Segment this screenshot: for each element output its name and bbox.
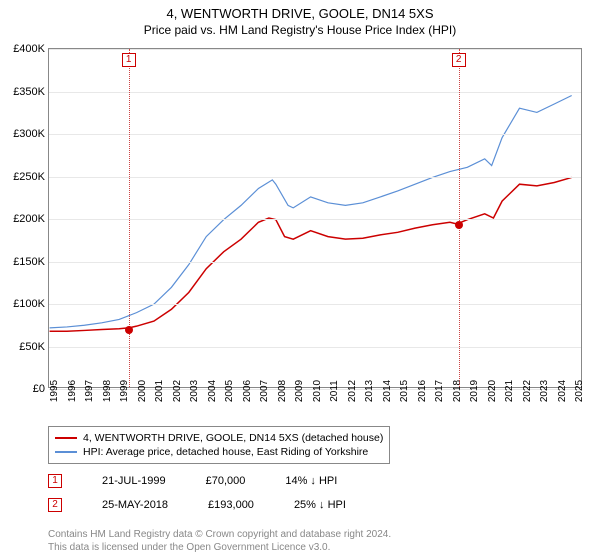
- y-tick-label: £250K: [13, 171, 45, 183]
- x-tick-label: 2024: [557, 380, 568, 402]
- marker-vline: [459, 49, 460, 387]
- x-tick-label: 2021: [504, 380, 515, 402]
- x-tick-label: 2001: [154, 380, 165, 402]
- sale-row: 1 21-JUL-1999 £70,000 14% ↓ HPI: [48, 474, 337, 488]
- sale-point-icon: [455, 221, 463, 229]
- x-tick-label: 2005: [224, 380, 235, 402]
- x-tick-label: 2007: [259, 380, 270, 402]
- x-tick-label: 2002: [172, 380, 183, 402]
- legend-row: HPI: Average price, detached house, East…: [55, 445, 383, 459]
- sale-marker-icon: 1: [48, 474, 62, 488]
- y-tick-label: £400K: [13, 43, 45, 55]
- sale-date: 25-MAY-2018: [102, 499, 168, 511]
- x-tick-label: 2004: [207, 380, 218, 402]
- x-tick-label: 2017: [434, 380, 445, 402]
- sale-price: £193,000: [208, 499, 254, 511]
- x-tick-label: 2010: [312, 380, 323, 402]
- marker-label-box: 2: [452, 53, 466, 67]
- footer-line: Contains HM Land Registry data © Crown c…: [48, 528, 391, 541]
- chart-subtitle: Price paid vs. HM Land Registry's House …: [0, 21, 600, 37]
- y-tick-label: £100K: [13, 298, 45, 310]
- y-tick-label: £150K: [13, 256, 45, 268]
- y-tick-label: £0: [33, 383, 45, 395]
- legend-swatch: [55, 437, 77, 439]
- sale-row: 2 25-MAY-2018 £193,000 25% ↓ HPI: [48, 498, 346, 512]
- x-tick-label: 2013: [364, 380, 375, 402]
- plot-area: £0£50K£100K£150K£200K£250K£300K£350K£400…: [48, 48, 582, 388]
- sale-delta: 14% ↓ HPI: [285, 475, 337, 487]
- chart-container: 4, WENTWORTH DRIVE, GOOLE, DN14 5XS Pric…: [0, 0, 600, 560]
- x-tick-label: 1996: [67, 380, 78, 402]
- x-tick-label: 2000: [137, 380, 148, 402]
- x-tick-label: 2018: [452, 380, 463, 402]
- x-tick-label: 2008: [277, 380, 288, 402]
- legend-label: 4, WENTWORTH DRIVE, GOOLE, DN14 5XS (det…: [83, 432, 383, 444]
- x-tick-label: 2025: [574, 380, 585, 402]
- y-tick-label: £350K: [13, 86, 45, 98]
- x-tick-label: 2006: [242, 380, 253, 402]
- legend-row: 4, WENTWORTH DRIVE, GOOLE, DN14 5XS (det…: [55, 431, 383, 445]
- x-tick-label: 2011: [329, 380, 340, 402]
- y-tick-label: £200K: [13, 213, 45, 225]
- legend-box: 4, WENTWORTH DRIVE, GOOLE, DN14 5XS (det…: [48, 426, 390, 464]
- y-tick-label: £300K: [13, 128, 45, 140]
- footer-attribution: Contains HM Land Registry data © Crown c…: [48, 528, 391, 554]
- x-tick-label: 2019: [469, 380, 480, 402]
- y-tick-label: £50K: [19, 341, 45, 353]
- x-tick-label: 1998: [102, 380, 113, 402]
- x-tick-label: 2003: [189, 380, 200, 402]
- sale-marker-icon: 2: [48, 498, 62, 512]
- x-tick-label: 2009: [294, 380, 305, 402]
- legend-swatch: [55, 451, 77, 453]
- sale-point-icon: [125, 326, 133, 334]
- marker-label-box: 1: [122, 53, 136, 67]
- sale-date: 21-JUL-1999: [102, 475, 166, 487]
- x-tick-label: 2016: [417, 380, 428, 402]
- x-tick-label: 2015: [399, 380, 410, 402]
- sale-price: £70,000: [206, 475, 246, 487]
- x-tick-label: 2022: [522, 380, 533, 402]
- x-tick-label: 2012: [347, 380, 358, 402]
- chart-title: 4, WENTWORTH DRIVE, GOOLE, DN14 5XS: [0, 0, 600, 21]
- legend-label: HPI: Average price, detached house, East…: [83, 446, 368, 458]
- x-tick-label: 2023: [539, 380, 550, 402]
- x-tick-label: 1995: [49, 380, 60, 402]
- sale-delta: 25% ↓ HPI: [294, 499, 346, 511]
- marker-vline: [129, 49, 130, 387]
- x-tick-label: 2014: [382, 380, 393, 402]
- footer-line: This data is licensed under the Open Gov…: [48, 541, 391, 554]
- x-tick-label: 1997: [84, 380, 95, 402]
- x-tick-label: 2020: [487, 380, 498, 402]
